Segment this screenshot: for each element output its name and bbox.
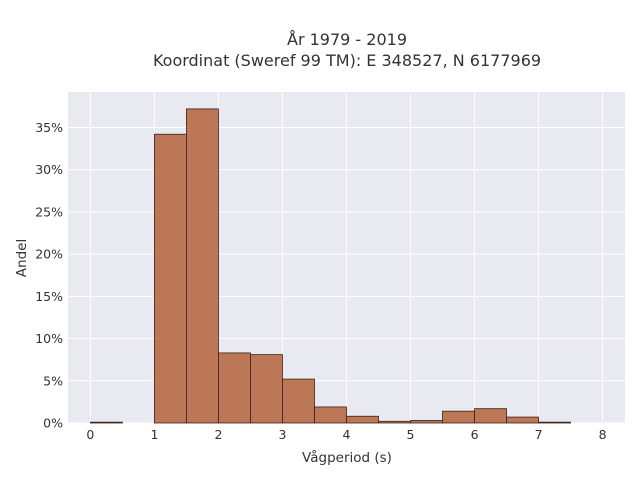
histogram-bar [378, 420, 411, 424]
histogram-bar [90, 421, 123, 424]
y-tick-label: 10% [35, 331, 63, 346]
x-tick-label: 1 [150, 427, 158, 442]
x-tick-label: 0 [86, 427, 94, 442]
histogram-bar [410, 420, 443, 424]
x-axis-label: Vågperiod (s) [302, 449, 392, 466]
histogram-bar [186, 108, 219, 424]
y-tick-label: 35% [35, 120, 63, 135]
x-tick-label: 6 [471, 427, 479, 442]
x-tick-label: 4 [343, 427, 351, 442]
histogram-bar [538, 421, 571, 424]
chart-title-line1: År 1979 - 2019 [287, 30, 407, 49]
histogram-bar [154, 133, 187, 424]
x-axis-ticks: 0 1 2 3 4 5 6 7 8 [86, 427, 606, 442]
y-tick-label: 5% [43, 373, 63, 388]
x-tick-label: 8 [599, 427, 607, 442]
histogram-bar [282, 378, 315, 424]
histogram-bar [218, 352, 251, 424]
y-tick-label: 15% [35, 289, 63, 304]
y-axis-label: Andel [14, 239, 30, 277]
histogram-bar [506, 416, 539, 424]
y-tick-label: 0% [43, 416, 63, 431]
x-tick-label: 7 [535, 427, 543, 442]
histogram-bar [346, 415, 379, 424]
y-tick-label: 20% [35, 247, 63, 262]
y-axis-ticks: 0% 5% 10% 15% 20% 25% 30% 35% [35, 120, 63, 431]
histogram-bar [474, 408, 507, 424]
histogram-bar [442, 410, 475, 424]
chart-title-line2: Koordinat (Sweref 99 TM): E 348527, N 61… [153, 51, 541, 70]
histogram-bars [90, 108, 571, 424]
histogram-bar [314, 406, 347, 424]
x-tick-label: 2 [214, 427, 222, 442]
x-tick-label: 5 [407, 427, 415, 442]
y-tick-label: 25% [35, 204, 63, 219]
x-tick-label: 3 [279, 427, 287, 442]
y-tick-label: 30% [35, 162, 63, 177]
histogram-bar [250, 354, 283, 424]
